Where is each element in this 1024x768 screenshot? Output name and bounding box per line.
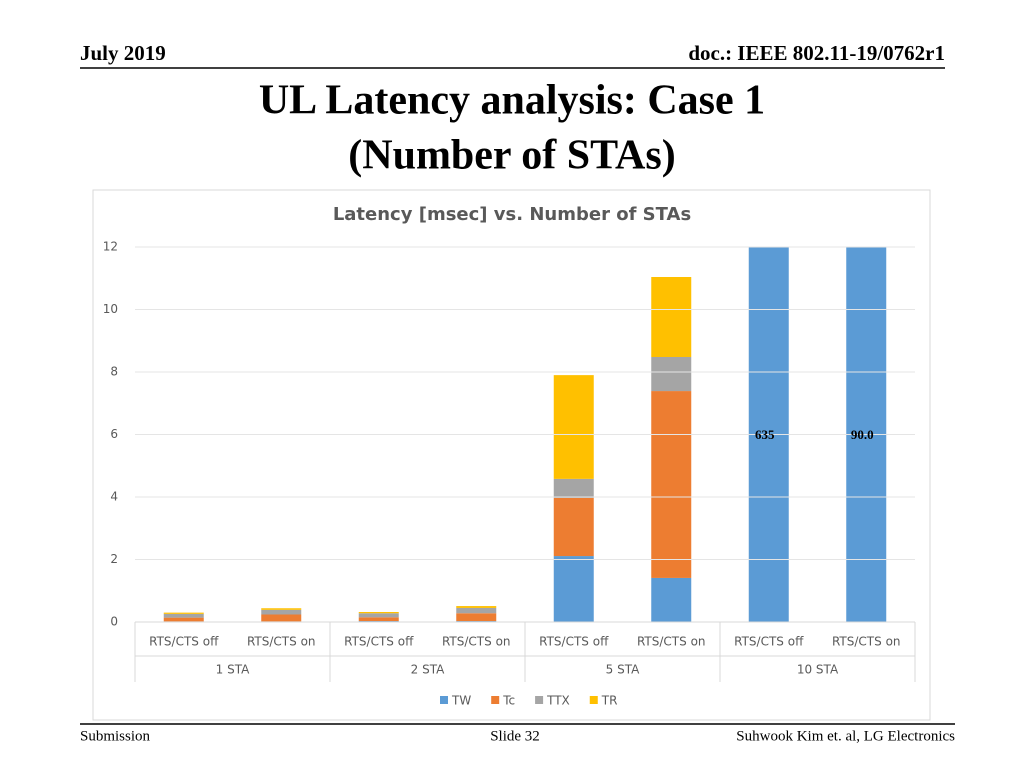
- bar-segment: [163, 612, 204, 614]
- bar-segment: [358, 617, 399, 622]
- bar-segment: [651, 277, 692, 357]
- bar-segment: [846, 247, 887, 622]
- bar-segment: [358, 613, 399, 618]
- data-label: 90.0: [851, 427, 874, 442]
- bar-segment: [651, 391, 692, 578]
- x-tick-label: RTS/CTS on: [442, 635, 511, 649]
- y-tick-label: 2: [110, 552, 118, 566]
- y-tick-label: 12: [103, 240, 118, 254]
- group-label: 1 STA: [216, 663, 250, 677]
- bar-segment: [553, 478, 594, 498]
- legend-swatch: [589, 696, 598, 704]
- bar-segment: [163, 613, 204, 618]
- bar-segment: [553, 497, 594, 557]
- bar-segment: [163, 617, 204, 622]
- legend-swatch: [440, 696, 448, 704]
- y-tick-label: 6: [110, 427, 118, 441]
- x-tick-label: RTS/CTS off: [734, 635, 804, 649]
- bar-segment: [358, 612, 399, 614]
- bar-segment: [456, 613, 497, 622]
- bar-segment: [651, 357, 692, 392]
- bar-segment: [651, 577, 692, 622]
- x-tick-label: RTS/CTS on: [832, 635, 901, 649]
- chart-title: Latency [msec] vs. Number of STAs: [333, 204, 691, 225]
- bar-segment: [456, 607, 497, 614]
- bar-segment: [553, 375, 594, 479]
- y-tick-label: 10: [103, 302, 118, 316]
- legend-label: TR: [601, 694, 618, 708]
- x-tick-label: RTS/CTS off: [539, 635, 609, 649]
- slide-title: UL Latency analysis: Case 1: [259, 78, 765, 124]
- y-tick-label: 0: [110, 615, 118, 629]
- bar-segment: [261, 614, 302, 622]
- x-tick-label: RTS/CTS off: [344, 635, 414, 649]
- footer-center: Slide 32: [490, 728, 540, 744]
- slide-title: (Number of STAs): [348, 133, 675, 179]
- x-tick-label: RTS/CTS off: [149, 635, 219, 649]
- legend-label: TW: [451, 694, 471, 708]
- group-label: 10 STA: [797, 663, 839, 677]
- legend-swatch: [491, 696, 500, 704]
- bar-segment: [261, 609, 302, 615]
- legend-label: TTX: [546, 694, 570, 708]
- y-tick-label: 8: [110, 365, 118, 379]
- group-label: 5 STA: [606, 663, 640, 677]
- footer-right: Suhwook Kim et. al, LG Electronics: [736, 728, 955, 744]
- bar-segment: [553, 556, 594, 622]
- header-date: July 2019: [80, 41, 166, 65]
- x-tick-label: RTS/CTS on: [637, 635, 706, 649]
- legend-swatch: [535, 696, 544, 704]
- chart-frame: [92, 189, 931, 721]
- x-tick-label: RTS/CTS on: [247, 635, 316, 649]
- header-doc: doc.: IEEE 802.11-19/0762r1: [688, 41, 945, 65]
- bar-segment: [456, 606, 497, 608]
- legend-label: Tc: [502, 694, 515, 708]
- data-label: 635: [755, 427, 775, 442]
- bar-segment: [261, 608, 302, 610]
- group-label: 2 STA: [411, 663, 445, 677]
- footer-left: Submission: [80, 728, 151, 744]
- y-tick-label: 4: [110, 490, 118, 504]
